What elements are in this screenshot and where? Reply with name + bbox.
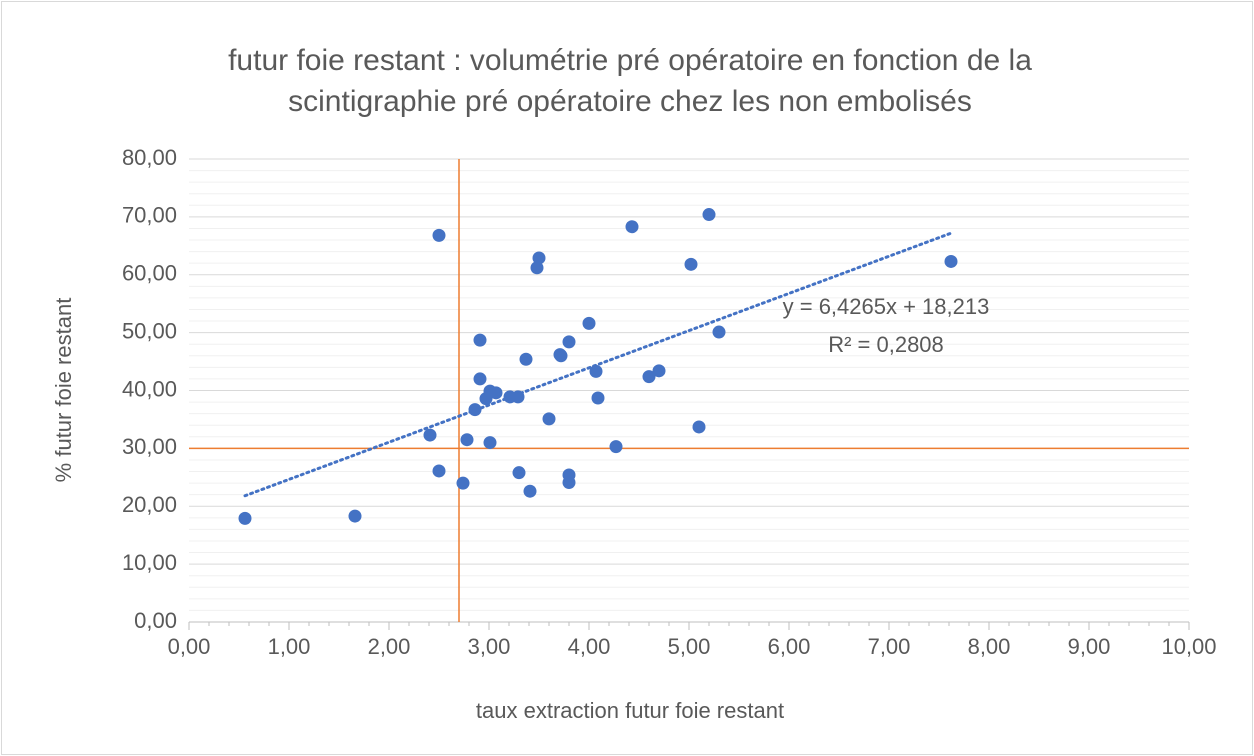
chart-title: futur foie restant : volumétrie pré opér… xyxy=(228,44,1032,77)
y-tick-label: 20,00 xyxy=(122,492,177,517)
trendline xyxy=(243,231,953,498)
point xyxy=(642,370,656,384)
point xyxy=(554,349,568,363)
point xyxy=(652,364,666,378)
x-tick-label: 4,00 xyxy=(568,634,611,659)
point xyxy=(562,335,576,349)
point xyxy=(456,476,470,490)
point xyxy=(562,476,576,490)
point xyxy=(684,257,698,271)
point xyxy=(625,220,639,234)
x-tick-label: 7,00 xyxy=(868,634,911,659)
y-tick-label: 50,00 xyxy=(122,318,177,343)
point xyxy=(589,364,603,378)
point xyxy=(238,511,252,525)
x-tick-label: 1,00 xyxy=(268,634,311,659)
point xyxy=(432,228,446,242)
x-tick-label: 10,00 xyxy=(1161,634,1216,659)
chart-title: scintigraphie pré opératoire chez les no… xyxy=(288,85,972,118)
y-tick-label: 80,00 xyxy=(122,145,177,170)
point xyxy=(483,436,497,450)
point xyxy=(473,372,487,386)
y-tick-label: 30,00 xyxy=(122,434,177,459)
point xyxy=(609,440,623,454)
x-tick-label: 3,00 xyxy=(468,634,511,659)
x-axis-label: taux extraction futur foie restant xyxy=(476,698,784,723)
point xyxy=(460,433,474,447)
point xyxy=(591,391,605,405)
point xyxy=(473,333,487,347)
point xyxy=(432,464,446,478)
point xyxy=(423,428,437,442)
y-axis-label: % futur foie restant xyxy=(51,298,76,483)
y-tick-label: 10,00 xyxy=(122,550,177,575)
point xyxy=(489,386,503,400)
y-tick-label: 40,00 xyxy=(122,376,177,401)
point xyxy=(523,484,537,498)
point xyxy=(532,251,546,265)
x-tick-label: 0,00 xyxy=(168,634,211,659)
point xyxy=(348,509,362,523)
x-tick-label: 2,00 xyxy=(368,634,411,659)
point xyxy=(519,352,533,366)
point xyxy=(692,420,706,434)
point xyxy=(512,466,526,480)
y-tick-label: 0,00 xyxy=(134,608,177,633)
point xyxy=(530,261,544,275)
x-tick-label: 9,00 xyxy=(1068,634,1111,659)
trendline-equation: y = 6,4265x + 18,213 xyxy=(783,294,990,319)
trendline-r2: R² = 0,2808 xyxy=(828,332,944,357)
point xyxy=(702,208,716,222)
x-tick-label: 6,00 xyxy=(768,634,811,659)
point xyxy=(712,325,726,339)
point xyxy=(944,254,958,268)
y-tick-label: 70,00 xyxy=(122,203,177,228)
y-tick-label: 60,00 xyxy=(122,261,177,286)
x-tick-label: 8,00 xyxy=(968,634,1011,659)
point xyxy=(542,412,556,426)
x-tick-label: 5,00 xyxy=(668,634,711,659)
point xyxy=(582,316,596,330)
